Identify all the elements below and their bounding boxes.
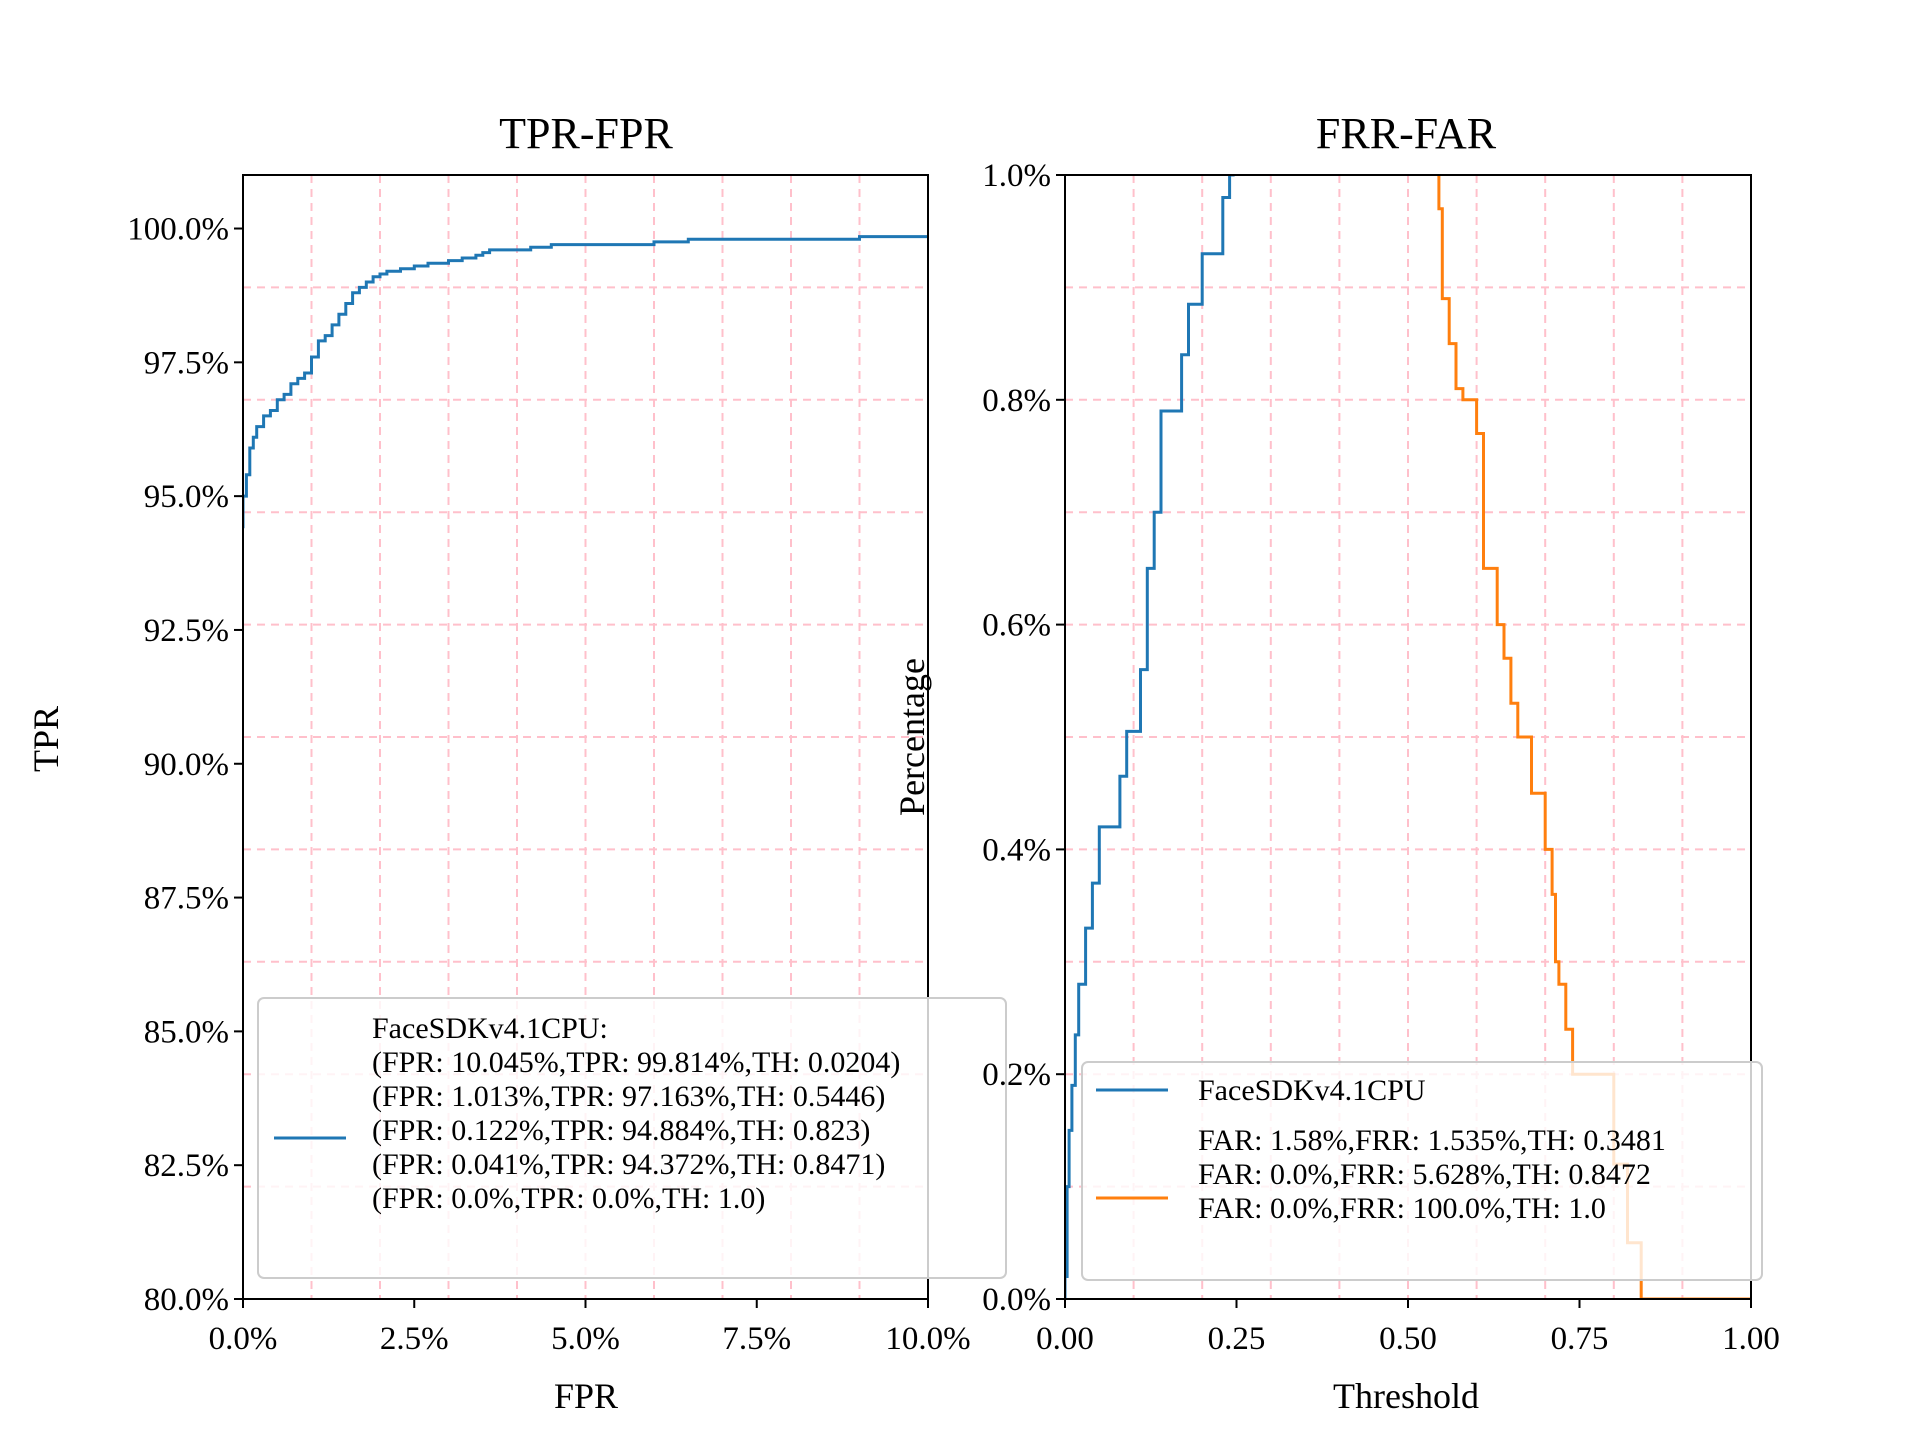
legend-title: FaceSDKv4.1CPU <box>1198 1074 1426 1107</box>
x-tick-label: 2.5% <box>380 1321 449 1357</box>
y-tick-label: 0.0% <box>982 1282 1051 1318</box>
series-line-1 <box>243 235 928 529</box>
x-tick-label: 0.50 <box>1379 1321 1437 1357</box>
x-tick-label: 0.25 <box>1208 1321 1266 1357</box>
y-tick-label: 100.0% <box>127 212 229 248</box>
chart-title-frr-far: FRR-FAR <box>1316 109 1497 158</box>
legend-line-1: (FPR: 10.045%,TPR: 99.814%,TH: 0.0204) <box>372 1046 900 1079</box>
y-tick-label: 92.5% <box>144 613 229 649</box>
grid-frr-far <box>1065 175 1751 1299</box>
series-line-1 <box>1065 175 1235 1299</box>
y-tick-label: 0.8% <box>982 383 1051 419</box>
legend-box <box>257 997 1007 1279</box>
y-tick-label: 95.0% <box>144 479 229 515</box>
y-tick-label: 87.5% <box>144 881 229 917</box>
chart-tpr-fpr: TPR-FPR FPR TPR 0.0% 2.5% 5.0% 7.5% 10.0% 80.… <box>26 109 1007 1416</box>
y-tick-label: 0.4% <box>982 832 1051 868</box>
legend-line-2: (FPR: 1.013%,TPR: 97.163%,TH: 0.5446) <box>372 1080 885 1113</box>
legend-line-2: FAR: 0.0%,FRR: 5.628%,TH: 0.8472 <box>1198 1158 1651 1191</box>
x-tick-label: 7.5% <box>722 1321 791 1357</box>
y-tick-label: 97.5% <box>144 345 229 381</box>
legend-line-5: (FPR: 0.0%,TPR: 0.0%,TH: 1.0) <box>372 1182 765 1215</box>
x-tick-label: 5.0% <box>551 1321 620 1357</box>
x-axis-label-fpr: FPR <box>554 1376 618 1416</box>
legend-line-3: (FPR: 0.122%,TPR: 94.884%,TH: 0.823) <box>372 1114 870 1147</box>
chart-frr-far: FRR-FAR Threshold Percentage 0.00 0.25 0.5… <box>892 109 1780 1416</box>
plot-frame-tpr-fpr <box>242 174 929 1300</box>
series-tpr-fpr <box>243 235 928 529</box>
legend-title: FaceSDKv4.1CPU: <box>372 1012 608 1045</box>
y-axis-label-percentage: Percentage <box>892 658 932 816</box>
y-tick-label: 90.0% <box>144 747 229 783</box>
legend-line-1: FAR: 1.58%,FRR: 1.535%,TH: 0.3481 <box>1198 1124 1666 1157</box>
x-tick-label: 10.0% <box>885 1321 970 1357</box>
y-tick-label: 85.0% <box>144 1014 229 1050</box>
y-tick-label: 1.0% <box>982 158 1051 194</box>
y-axis-label-tpr: TPR <box>26 706 66 772</box>
y-tick-label: 82.5% <box>144 1148 229 1184</box>
plot-frame-frr-far <box>1064 174 1752 1300</box>
chart-title-tpr-fpr: TPR-FPR <box>499 109 673 158</box>
legend-tpr-fpr: FaceSDKv4.1CPU: (FPR: 10.045%,TPR: 99.81… <box>257 997 1007 1279</box>
legend-box <box>1081 1061 1763 1281</box>
y-tick-label: 80.0% <box>144 1282 229 1318</box>
y-tick-label: 0.2% <box>982 1057 1051 1093</box>
legend-line-3: FAR: 0.0%,FRR: 100.0%,TH: 1.0 <box>1198 1192 1606 1225</box>
ticks-frr-far: 0.00 0.25 0.50 0.75 1.00 0.0% 0.2% 0.4% 0.6% 0.8%… <box>982 158 1780 1357</box>
x-tick-label: 0.00 <box>1036 1321 1094 1357</box>
x-axis-label-threshold: Threshold <box>1333 1376 1479 1416</box>
x-tick-label: 1.00 <box>1722 1321 1780 1357</box>
legend-line-4: (FPR: 0.041%,TPR: 94.372%,TH: 0.8471) <box>372 1148 885 1181</box>
ticks-tpr-fpr: 0.0% 2.5% 5.0% 7.5% 10.0% 80.0% 82.5% 85.0% 87.5… <box>127 212 970 1357</box>
y-tick-label: 0.6% <box>982 608 1051 644</box>
legend-frr-far: FaceSDKv4.1CPU FAR: 1.58%,FRR: 1.535%,TH… <box>1081 1061 1763 1281</box>
x-tick-label: 0.75 <box>1551 1321 1609 1357</box>
x-tick-label: 0.0% <box>209 1321 278 1357</box>
